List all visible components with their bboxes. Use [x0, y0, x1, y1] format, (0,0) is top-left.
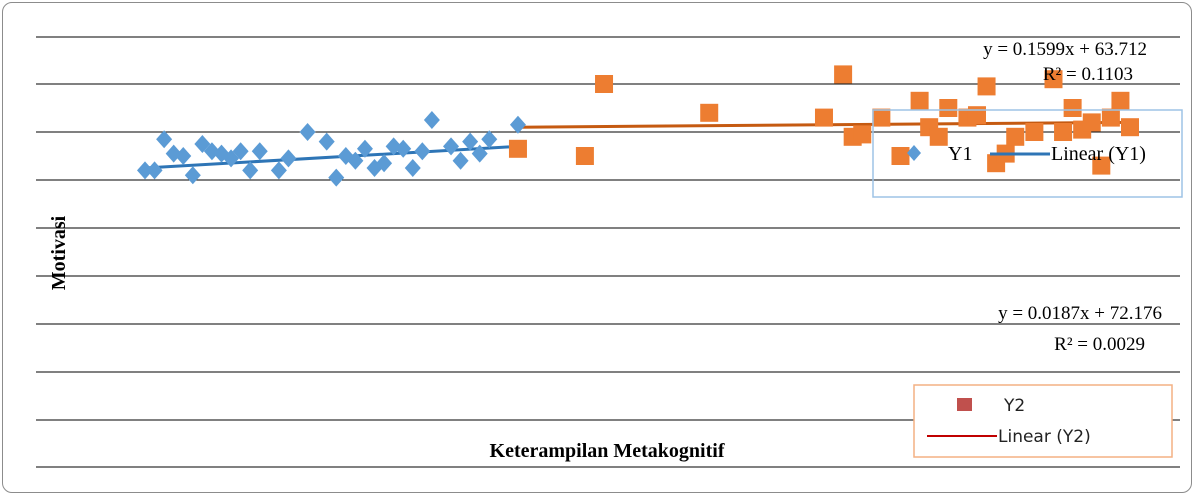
point-y2-1 [575, 147, 594, 165]
point-y1-5 [184, 166, 201, 185]
point-y1-16 [318, 132, 335, 151]
legend-y1-marker [907, 145, 921, 161]
point-y1-31 [471, 144, 488, 163]
point-y1-22 [376, 154, 393, 173]
point-y2-27 [1101, 108, 1120, 127]
point-y1-32 [481, 130, 498, 149]
gridlines [36, 36, 1180, 468]
point-y2-5 [834, 65, 853, 84]
point-y1-12 [251, 142, 268, 161]
y-axis-label: Motivasi [48, 215, 70, 290]
point-y2-7 [853, 125, 872, 144]
point-y2-21 [1044, 70, 1063, 89]
point-y2-23 [1063, 99, 1082, 117]
point-y2-19 [1006, 127, 1025, 146]
point-y2-12 [929, 127, 948, 146]
point-y1-27 [423, 111, 440, 129]
point-y1-30 [462, 132, 479, 151]
point-y2-3 [700, 103, 719, 122]
point-y2-16 [977, 77, 996, 96]
point-y1-11 [242, 161, 259, 180]
point-y2-22 [1054, 123, 1073, 141]
point-y1-4 [175, 147, 192, 165]
point-y2-9 [891, 147, 910, 165]
x-axis-label: Keterampilan Metakognitif [490, 440, 725, 462]
point-y2-20 [1025, 123, 1044, 141]
point-y1-26 [414, 142, 431, 161]
point-y2-2 [595, 75, 614, 93]
point-y1-15 [299, 123, 316, 141]
point-y2-15 [967, 106, 986, 125]
annotation-r2-2: R² = 0.0029 [1054, 334, 1145, 355]
legend-y1-label: Y1 [948, 143, 972, 165]
point-y1-0 [137, 161, 153, 180]
point-y1-33 [509, 115, 526, 134]
point-y2-0 [508, 139, 527, 158]
annotation-equation-2: y = 0.0187x + 72.176 [998, 303, 1162, 324]
point-y2-13 [939, 99, 958, 117]
point-y1-1 [146, 161, 163, 180]
annotation-r2-1: R² = 0.1103 [1043, 64, 1133, 85]
point-y1-13 [270, 161, 287, 180]
legend-y1: Y1 Linear (Y1) [872, 109, 1183, 198]
annotation-equation-1: y = 0.1599x + 63.712 [983, 39, 1147, 60]
point-y2-28 [1111, 91, 1130, 110]
legend-trend-y2-label: Linear (Y2) [998, 427, 1091, 447]
legend-y2-marker [957, 398, 972, 411]
point-y1-29 [452, 151, 469, 170]
point-y2-29 [1121, 118, 1139, 137]
legend-y2: Y2 Linear (Y2) [913, 384, 1173, 458]
legend-trend-y1-label: Linear (Y1) [1051, 143, 1146, 165]
point-y2-26 [1092, 156, 1111, 175]
point-y1-14 [280, 149, 297, 168]
point-y1-20 [356, 139, 373, 158]
point-y2-10 [910, 91, 929, 110]
point-y2-8 [872, 108, 891, 127]
point-y1-24 [395, 139, 412, 158]
data-points [137, 65, 1139, 187]
legend-y2-box [913, 384, 1173, 458]
legend-y1-box [872, 109, 1183, 198]
point-y2-4 [814, 108, 833, 127]
legend-y2-label: Y2 [1003, 396, 1025, 416]
point-y1-28 [443, 137, 460, 156]
point-y2-25 [1082, 113, 1101, 132]
point-y1-2 [156, 130, 173, 149]
point-y1-19 [347, 151, 364, 170]
point-y1-17 [328, 168, 345, 187]
point-y1-10 [232, 142, 249, 161]
point-y1-25 [404, 159, 421, 177]
